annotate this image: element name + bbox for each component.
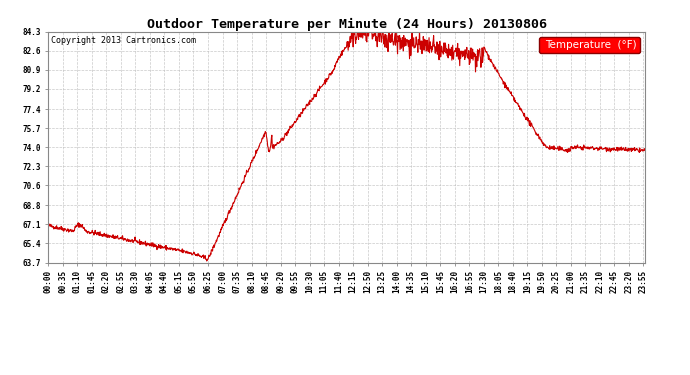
Text: Copyright 2013 Cartronics.com: Copyright 2013 Cartronics.com: [51, 36, 196, 45]
Legend: Temperature  (°F): Temperature (°F): [539, 37, 640, 53]
Title: Outdoor Temperature per Minute (24 Hours) 20130806: Outdoor Temperature per Minute (24 Hours…: [147, 18, 546, 31]
